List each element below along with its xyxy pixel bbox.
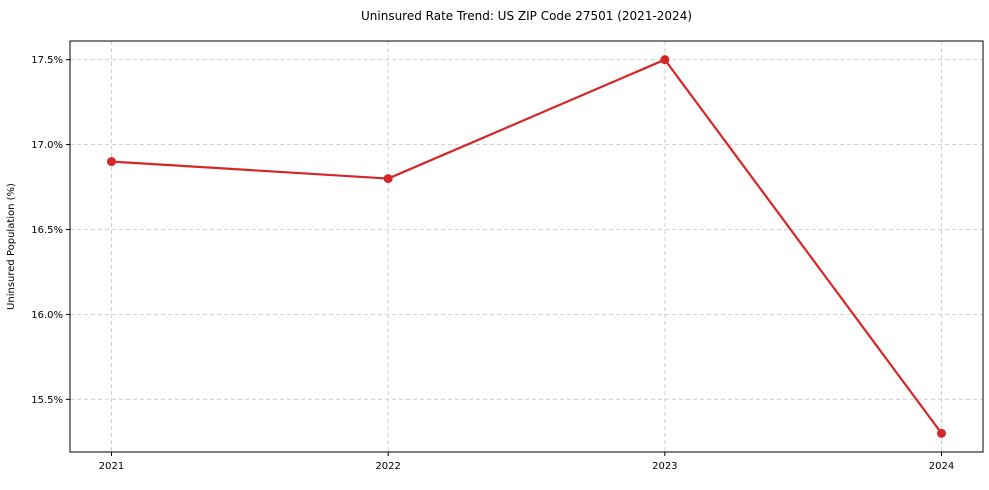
chart-title: Uninsured Rate Trend: US ZIP Code 27501 … xyxy=(361,9,692,23)
series-layer xyxy=(107,55,946,438)
axis-layer: 2021 2022 2023 2024 15.5% 16.0% 16.5% 17.0% 17.5… xyxy=(31,40,984,472)
x-tick-label: 2021 xyxy=(99,461,124,472)
data-point-2024 xyxy=(937,428,946,438)
y-tick-label: 17.5% xyxy=(31,55,63,66)
data-point-2021 xyxy=(107,157,116,167)
y-tick-label: 15.5% xyxy=(31,395,63,406)
x-tick-label: 2024 xyxy=(929,461,954,472)
y-axis-label: Uninsured Population (%) xyxy=(6,183,17,310)
data-point-2023 xyxy=(660,55,670,65)
plot-spines xyxy=(69,40,984,453)
y-tick-label: 17.0% xyxy=(31,140,63,151)
y-tick-label: 16.0% xyxy=(31,310,63,321)
x-tick-label: 2022 xyxy=(375,461,400,472)
data-point-2022 xyxy=(383,174,393,184)
grid-layer xyxy=(70,41,983,452)
y-tick-label: 16.5% xyxy=(31,225,63,236)
trend-line xyxy=(110,58,943,435)
x-tick-label: 2023 xyxy=(652,461,677,472)
